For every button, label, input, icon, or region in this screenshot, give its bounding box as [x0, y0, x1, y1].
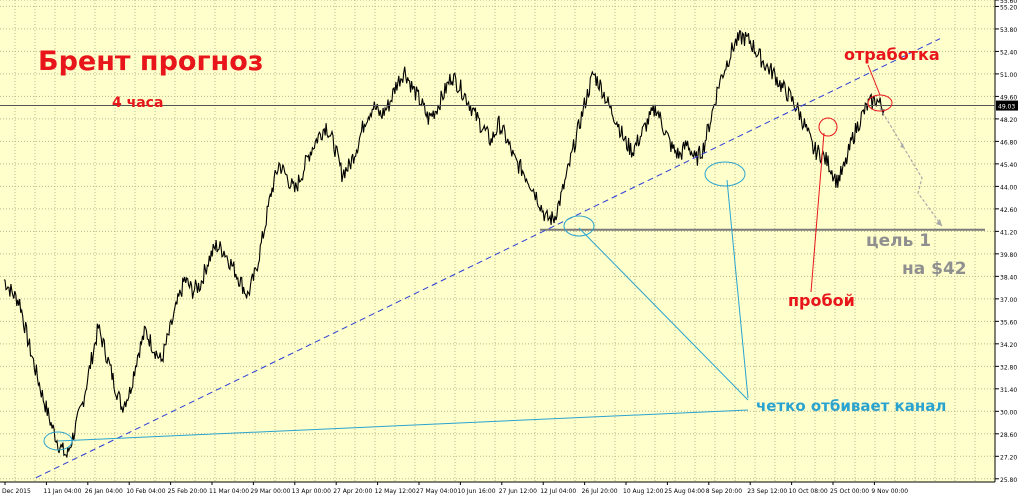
- y-tick-label: 55.20: [1000, 4, 1017, 11]
- y-tick-label: 27.20: [1000, 454, 1017, 461]
- current-price-label: 49.03: [998, 104, 1015, 111]
- y-tick-label: 34.20: [1000, 342, 1017, 349]
- chart-title: Брент прогноз: [38, 46, 263, 77]
- touch-point-2: [563, 215, 595, 237]
- target-label: цель 1: [866, 231, 931, 251]
- chart-subtitle: 4 часа: [112, 95, 163, 111]
- x-tick-label: 12 Jul 04:00: [540, 488, 576, 495]
- y-tick-label: 42.60: [1000, 207, 1017, 214]
- breakout-circle: [818, 117, 838, 137]
- forecast-arrowhead-1: [900, 143, 904, 148]
- overlays: 49.03: [0, 38, 1018, 479]
- price-series: [3, 30, 885, 458]
- y-tick-label: 31.40: [1000, 387, 1017, 394]
- x-tick-label: 25 Aug 04:00: [664, 488, 705, 495]
- y-tick-label: 30.00: [1000, 409, 1017, 416]
- plot-background: [0, 0, 995, 482]
- pointer-line-1: [57, 409, 749, 442]
- price-line: [3, 30, 885, 458]
- x-tick-label: 10 Oct 08:00: [789, 488, 828, 495]
- x-tick-label: 10 Feb 04:00: [126, 488, 166, 495]
- y-tick-label: 53.80: [1000, 27, 1017, 34]
- y-tick-label: 39.80: [1000, 252, 1017, 259]
- x-tick-label: 27 Jun 12:00: [499, 488, 537, 495]
- trend-channel-line: [35, 38, 941, 479]
- y-tick-label: 49.60: [1000, 94, 1017, 101]
- pointer-line-3: [726, 179, 749, 399]
- y-tick-label: 28.60: [1000, 432, 1017, 439]
- x-tick-label: 11 Mar 04:00: [209, 488, 249, 495]
- y-tick-label: 38.40: [1000, 274, 1017, 281]
- y-tick-label: 25.80: [1000, 477, 1017, 484]
- x-tick-label: 13 Apr 00:00: [292, 488, 331, 495]
- current-price-badge: [996, 100, 1018, 111]
- x-tick-label: 11 Jan 04:00: [43, 488, 81, 495]
- y-tick-label: 55.60: [1000, 0, 1017, 5]
- x-tick-label: 26 Jan 04:00: [85, 488, 123, 495]
- breakout-label: пробой: [788, 291, 855, 310]
- retest-label: отработка: [844, 45, 940, 64]
- x-tick-label: Dec 2015: [2, 488, 31, 495]
- x-tick-label: 25 Oct 00:00: [830, 488, 869, 495]
- channel-note: четко отбивает канал: [756, 397, 946, 415]
- x-tick-label: 10 Jun 16:00: [457, 488, 495, 495]
- forecast-arrowhead-2: [936, 219, 942, 226]
- touch-point-1: [43, 431, 73, 451]
- x-tick-label: 10 Aug 12:00: [623, 488, 664, 495]
- y-tick-label: 51.00: [1000, 72, 1017, 79]
- pointer-line-2: [578, 227, 749, 401]
- x-tick-label: 12 May 12:00: [375, 488, 416, 495]
- breakout-pointer-line: [810, 132, 825, 293]
- target-value-label: на $42: [902, 259, 967, 279]
- x-tick-label: 25 Feb 20:00: [168, 488, 208, 495]
- x-tick-label: 27 Apr 20:00: [333, 488, 372, 495]
- y-tick-label: 35.60: [1000, 319, 1017, 326]
- touch-point-3: [704, 161, 746, 187]
- y-tick-label: 48.20: [1000, 117, 1017, 124]
- forecast-path: [879, 107, 943, 227]
- x-tick-label: 27 May 04:00: [416, 488, 457, 495]
- y-tick-label: 37.00: [1000, 297, 1017, 304]
- x-tick-label: 26 Jul 20:00: [582, 488, 618, 495]
- x-tick-label: 9 Nov 00:00: [871, 488, 908, 495]
- y-tick-label: 32.80: [1000, 364, 1017, 371]
- x-tick-label: 23 Sep 12:00: [747, 488, 787, 495]
- y-tick-label: 44.00: [1000, 184, 1017, 191]
- y-tick-label: 45.40: [1000, 162, 1017, 169]
- y-tick-label: 41.20: [1000, 229, 1017, 236]
- y-tick-label: 46.80: [1000, 139, 1017, 146]
- y-tick-label: 52.40: [1000, 49, 1017, 56]
- x-tick-label: 29 Mar 00:00: [250, 488, 290, 495]
- retest-pointer-line: [867, 64, 881, 96]
- x-tick-label: 8 Sep 20:00: [706, 488, 742, 495]
